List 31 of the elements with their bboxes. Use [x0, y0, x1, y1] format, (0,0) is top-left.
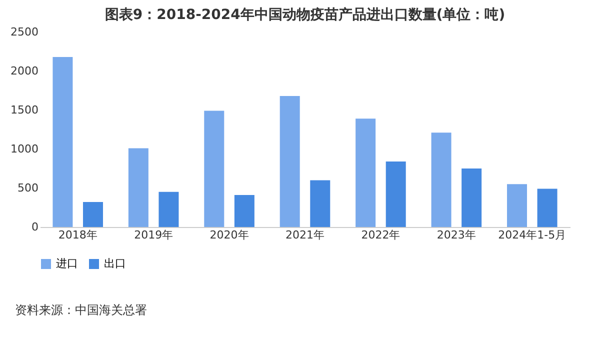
- y-tick-label: 2500: [10, 26, 38, 38]
- bar: [356, 118, 376, 227]
- x-tick-label: 2018年: [58, 228, 98, 242]
- bar: [83, 202, 103, 227]
- y-tick-label: 2000: [10, 64, 38, 78]
- bar: [386, 161, 406, 227]
- x-tick-label: 2021年: [286, 228, 324, 242]
- bar: [128, 148, 148, 227]
- bar: [52, 56, 73, 227]
- y-tick-label: 1500: [10, 104, 38, 116]
- y-tick-label: 500: [18, 182, 38, 194]
- y-tick-label: 1000: [10, 142, 38, 156]
- legend-label: 进口: [56, 257, 78, 270]
- bar: [234, 195, 254, 227]
- x-tick-label: 2020年: [210, 228, 249, 242]
- bar: [537, 188, 558, 227]
- x-tick-label: 2019年: [134, 228, 174, 242]
- x-tick-label: 2022年: [361, 228, 400, 242]
- bar: [280, 96, 300, 227]
- y-tick-label: 0: [32, 220, 38, 234]
- legend-label: 出口: [104, 257, 126, 270]
- chart-title: 图表9：2018-2024年中国动物疫苗产品进出口数量(单位：吨): [104, 6, 506, 23]
- text: 资料来源：中国海关总署: [15, 303, 147, 317]
- x-tick-label: 2023年: [436, 228, 476, 242]
- bar: [431, 132, 452, 227]
- bar: [507, 184, 527, 227]
- bar: [310, 180, 330, 227]
- bar: [462, 168, 482, 227]
- bar: [204, 110, 224, 227]
- x-tick-label: 2024年1-5月: [498, 228, 566, 242]
- bar: [158, 192, 179, 227]
